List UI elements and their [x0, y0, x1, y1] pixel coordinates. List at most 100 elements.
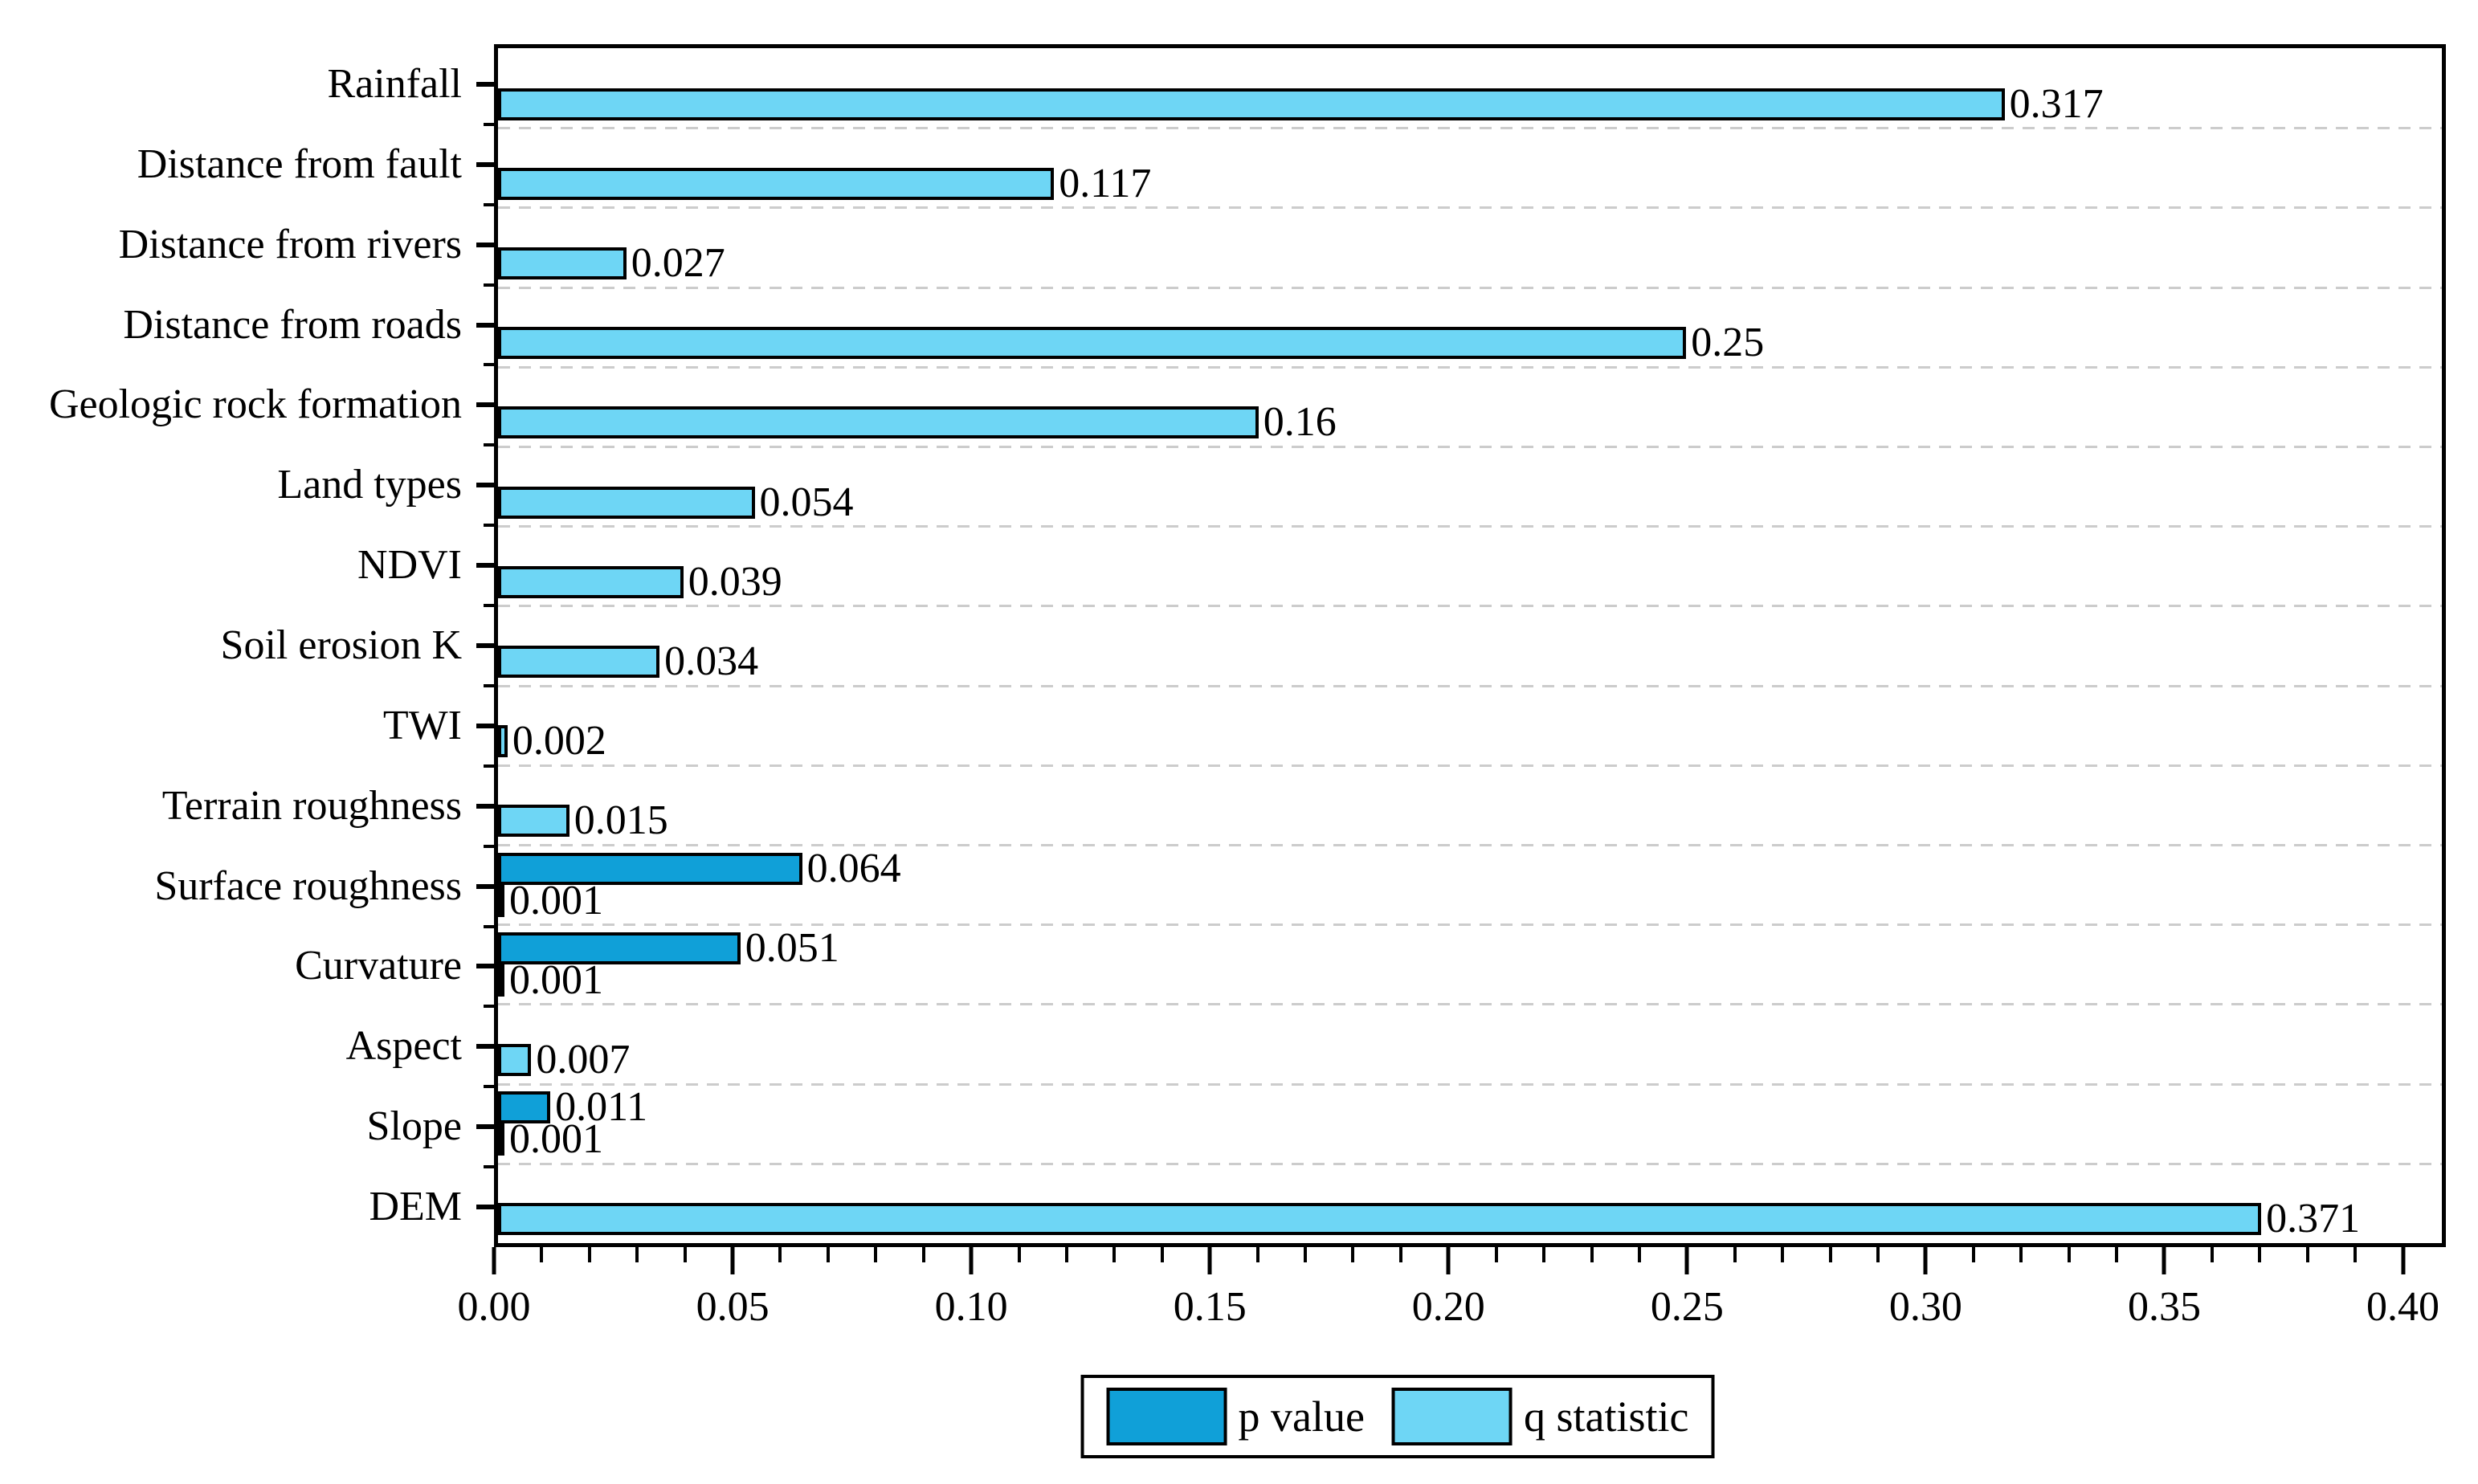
bar-value-label: 0.054	[759, 479, 854, 525]
gridline	[498, 1162, 2442, 1165]
bar-value-label: 0.317	[2009, 80, 2104, 127]
y-major-tick	[476, 723, 494, 728]
y-minor-tick	[484, 604, 494, 608]
bar-value-label: 0.064	[806, 845, 901, 891]
x-minor-tick	[1160, 1247, 1164, 1262]
x-minor-tick	[2210, 1247, 2214, 1262]
category-row: 0.064 0.001	[498, 845, 2442, 927]
y-minor-tick	[484, 683, 494, 687]
x-major-tick	[1923, 1247, 1928, 1274]
x-minor-tick	[1494, 1247, 1498, 1262]
category-row: 0.054	[498, 446, 2442, 528]
legend: p value q statistic	[1080, 1375, 1715, 1458]
bar-p-value: 0.051	[498, 927, 839, 968]
y-major-tick	[476, 402, 494, 408]
category-row: 0.039	[498, 526, 2442, 608]
bar-value-label: 0.117	[1059, 160, 1152, 206]
y-category-label: Curvature	[295, 943, 462, 989]
x-axis-tick-labels: 0.00 0.05 0.10 0.15 0.20 0.25 0.30 0.35 0.40	[458, 1284, 2446, 1335]
y-category-label: Distance from rivers	[118, 221, 462, 267]
category-row: 0.034	[498, 605, 2442, 687]
legend-entry-q-statistic: q statistic	[1391, 1388, 1689, 1445]
legend-label-p-value: p value	[1238, 1392, 1365, 1441]
gridline	[498, 605, 2442, 608]
y-category-label: Distance from fault	[137, 141, 462, 187]
y-minor-tick	[484, 202, 494, 206]
y-minor-tick	[484, 764, 494, 768]
x-minor-tick	[2258, 1247, 2262, 1262]
y-category-label: Surface roughness	[154, 862, 462, 909]
y-category-label: Aspect	[345, 1023, 462, 1070]
bar-q-statistic: 0.25	[498, 322, 1764, 364]
bar-q-statistic: 0.007	[498, 1038, 630, 1080]
bar-q-statistic: 0.015	[498, 800, 668, 842]
category-row: 0.027	[498, 207, 2442, 289]
bar-q-statistic: 0.039	[498, 561, 782, 602]
x-tick-label: 0.20	[1411, 1284, 1485, 1330]
bar-p-value: 0.064	[498, 847, 901, 889]
y-major-tick	[476, 322, 494, 328]
bar-value-label: 0.007	[536, 1036, 631, 1082]
y-minor-tick	[484, 1085, 494, 1089]
x-axis-ticks	[492, 1247, 2446, 1279]
x-tick-label: 0.10	[934, 1284, 1008, 1330]
x-minor-tick	[1017, 1247, 1021, 1262]
y-major-tick	[476, 242, 494, 247]
x-minor-tick	[826, 1247, 830, 1262]
bar-q-statistic: 0.027	[498, 242, 725, 283]
y-category-label: TWI	[382, 702, 462, 748]
gridline	[498, 684, 2442, 687]
y-major-tick	[476, 643, 494, 648]
bar-q-statistic: 0.001	[498, 879, 603, 921]
category-row: 0.051 0.001	[498, 924, 2442, 1006]
y-major-tick	[476, 803, 494, 809]
x-minor-tick	[635, 1247, 639, 1262]
gridline	[498, 286, 2442, 289]
y-minor-tick	[484, 1165, 494, 1169]
y-category-label: Geologic rock formation	[48, 381, 462, 428]
gridline	[498, 1003, 2442, 1006]
category-row: 0.011 0.001	[498, 1084, 2442, 1165]
x-minor-tick	[778, 1247, 782, 1262]
y-major-tick	[476, 883, 494, 889]
category-row: 0.25	[498, 287, 2442, 369]
bar-value-label: 0.001	[509, 877, 603, 923]
category-row: 0.117	[498, 128, 2442, 210]
bar-value-label: 0.16	[1263, 399, 1337, 446]
legend-swatch-q-statistic	[1391, 1388, 1513, 1445]
legend-entry-p-value: p value	[1106, 1388, 1365, 1445]
bar-q-statistic: 0.034	[498, 640, 758, 682]
bar-q-statistic: 0.002	[498, 720, 606, 762]
x-minor-tick	[2305, 1247, 2309, 1262]
legend-label-q-statistic: q statistic	[1523, 1392, 1689, 1441]
x-major-tick	[1684, 1247, 1689, 1274]
y-category-label: NDVI	[357, 542, 462, 589]
bar-value-label: 0.001	[509, 956, 603, 1003]
plot-area: 0.317 0.117 0.027 0.25 0.16 0.054 0.039 0.034 0.…	[494, 44, 2446, 1247]
bar-value-label: 0.034	[664, 638, 759, 684]
y-category-label: Soil erosion K	[220, 622, 462, 668]
x-minor-tick	[2067, 1247, 2071, 1262]
x-minor-tick	[683, 1247, 687, 1262]
x-tick-label: 0.25	[1650, 1284, 1724, 1330]
x-major-tick	[2162, 1247, 2166, 1274]
x-major-tick	[969, 1247, 974, 1274]
bar-q-statistic: 0.371	[498, 1198, 2360, 1240]
bar-value-label: 0.371	[2266, 1196, 2361, 1242]
y-minor-tick	[484, 122, 494, 126]
category-row: 0.371	[498, 1164, 2442, 1243]
bar-q-statistic: 0.117	[498, 162, 1151, 204]
bar-value-label: 0.002	[512, 718, 606, 764]
x-minor-tick	[1351, 1247, 1355, 1262]
y-minor-tick	[484, 1005, 494, 1009]
gridline	[498, 206, 2442, 210]
y-category-label: Distance from roads	[123, 301, 462, 348]
x-minor-tick	[1971, 1247, 1975, 1262]
y-axis-labels: Rainfall Distance from fault Distance from…	[0, 44, 462, 1247]
y-major-tick	[476, 161, 494, 167]
x-major-tick	[492, 1247, 496, 1274]
x-tick-label: 0.30	[1888, 1284, 1962, 1330]
x-minor-tick	[2353, 1247, 2358, 1262]
y-category-label: Terrain roughness	[161, 782, 462, 829]
